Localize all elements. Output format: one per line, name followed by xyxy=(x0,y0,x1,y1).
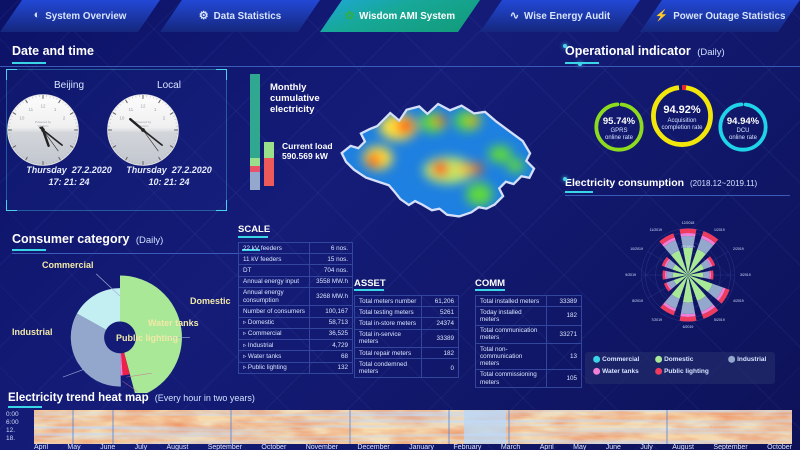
svg-text:1/2019: 1/2019 xyxy=(714,228,725,232)
svg-text:6/2019: 6/2019 xyxy=(683,325,694,329)
svg-text:200 MW/h: 200 MW/h xyxy=(681,245,695,249)
svg-text:12: 12 xyxy=(140,104,146,109)
svg-text:10/2019: 10/2019 xyxy=(630,247,643,251)
svg-text:9/2019: 9/2019 xyxy=(625,273,636,277)
svg-text:10: 10 xyxy=(119,116,125,121)
svg-text:12/2018: 12/2018 xyxy=(682,221,695,225)
svg-text:5/2019: 5/2019 xyxy=(714,318,725,322)
svg-text:2/2019: 2/2019 xyxy=(733,247,744,251)
svg-text:11/2019: 11/2019 xyxy=(650,228,662,232)
svg-text:12: 12 xyxy=(40,104,46,109)
svg-text:10: 10 xyxy=(19,116,25,121)
svg-text:4/2019: 4/2019 xyxy=(733,299,744,303)
svg-text:11: 11 xyxy=(28,107,33,112)
svg-text:3/2019: 3/2019 xyxy=(740,273,751,277)
svg-text:7/2019: 7/2019 xyxy=(651,318,662,322)
svg-text:11: 11 xyxy=(128,107,133,112)
svg-text:8/2019: 8/2019 xyxy=(632,299,643,303)
